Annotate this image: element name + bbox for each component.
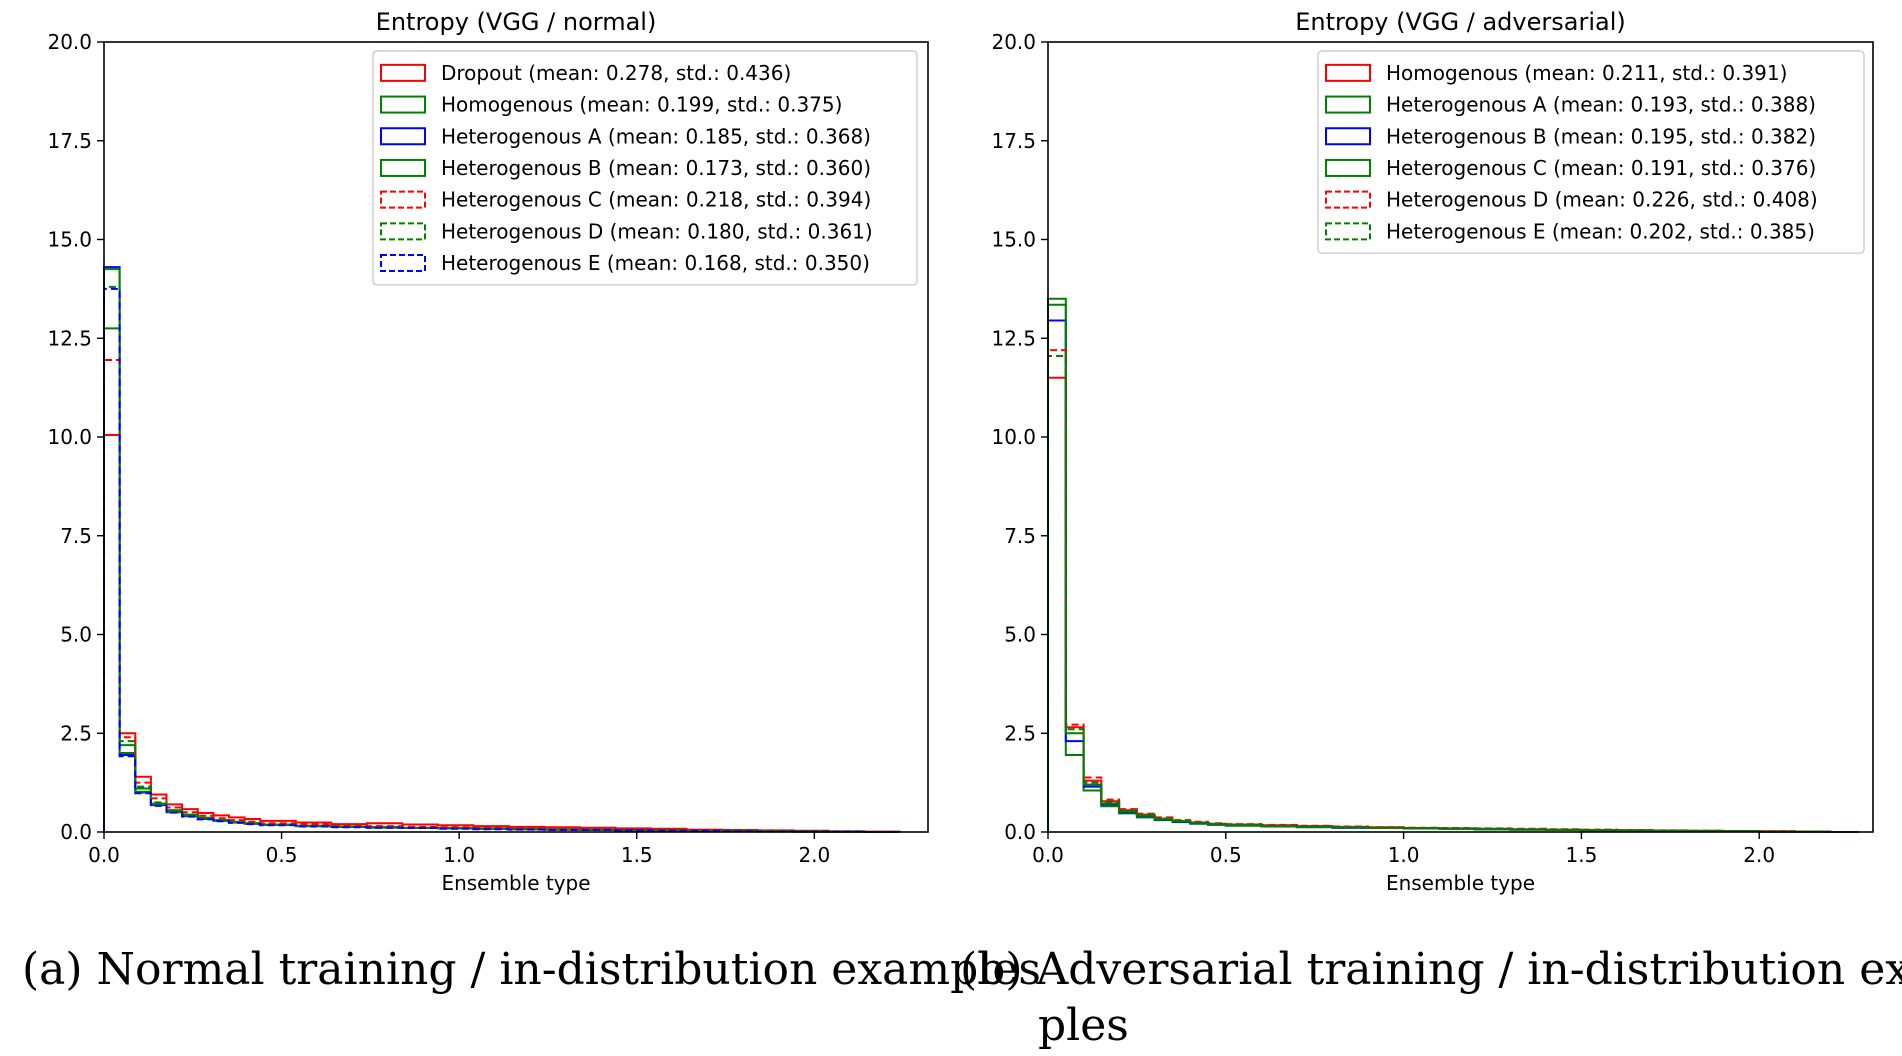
caption-a: (a) Normal training / in-distribution ex… bbox=[22, 944, 1041, 995]
legend-label: Heterogenous B (mean: 0.195, std.: 0.382… bbox=[1386, 124, 1816, 148]
legend-swatch bbox=[380, 254, 426, 273]
y-tick-label: 5.0 bbox=[60, 623, 92, 647]
x-tick-label: 0.0 bbox=[88, 843, 120, 867]
legend-box bbox=[1317, 50, 1865, 254]
y-tick-label: 15.0 bbox=[991, 228, 1036, 252]
legend-label: Homogenous (mean: 0.199, std.: 0.375) bbox=[441, 93, 842, 117]
y-tick-label: 17.5 bbox=[991, 129, 1036, 153]
legend-swatch bbox=[1325, 222, 1371, 241]
legend-swatch bbox=[380, 190, 426, 209]
y-tick-label: 15.0 bbox=[47, 228, 92, 252]
x-tick-label: 0.5 bbox=[1210, 843, 1242, 867]
legend-label: Heterogenous D (mean: 0.226, std.: 0.408… bbox=[1386, 188, 1818, 212]
y-tick-label: 12.5 bbox=[991, 326, 1036, 350]
legend-swatch bbox=[1325, 63, 1371, 82]
series-line-5 bbox=[103, 359, 900, 833]
y-tick-label: 5.0 bbox=[1004, 623, 1036, 647]
legend-swatch bbox=[380, 158, 426, 177]
series-line-2 bbox=[103, 327, 900, 833]
y-tick-label: 7.5 bbox=[1004, 524, 1036, 548]
y-tick-label: 12.5 bbox=[47, 326, 92, 350]
x-tick-label: 1.5 bbox=[621, 843, 653, 867]
y-tick-label: 17.5 bbox=[47, 129, 92, 153]
legend-label: Heterogenous C (mean: 0.218, std.: 0.394… bbox=[441, 188, 871, 212]
y-tick-label: 7.5 bbox=[60, 524, 92, 548]
x-tick-label: 2.0 bbox=[1743, 843, 1775, 867]
legend: Homogenous (mean: 0.211, std.: 0.391) Het… bbox=[1317, 50, 1865, 254]
series-line-3 bbox=[1047, 319, 1859, 833]
legend-label: Heterogenous A (mean: 0.185, std.: 0.368… bbox=[441, 124, 871, 148]
series-line-4 bbox=[1047, 303, 1859, 833]
y-tick-label: 20.0 bbox=[991, 30, 1036, 54]
series-line-3 bbox=[103, 266, 900, 833]
x-tick-label: 2.0 bbox=[798, 843, 830, 867]
caption-b-line1: (b) Adversarial training / in-distributi… bbox=[960, 944, 1902, 995]
series-line-4 bbox=[103, 268, 900, 833]
x-tick-label: 0.0 bbox=[1032, 843, 1064, 867]
legend-label: Heterogenous D (mean: 0.180, std.: 0.361… bbox=[441, 219, 873, 243]
series-line-1 bbox=[1047, 376, 1859, 833]
legend-swatch bbox=[380, 63, 426, 82]
chart-panel-1: Entropy (VGG / normal) 0.0 2.5 5.0 7.5 10.0 12… bbox=[47, 8, 929, 895]
legend-label: Dropout (mean: 0.278, std.: 0.436) bbox=[441, 61, 791, 85]
x-axis-label: Ensemble type bbox=[1386, 871, 1535, 895]
caption-b-line2: ples bbox=[1038, 1000, 1129, 1051]
chart-panel-2: Entropy (VGG / adversarial) 0.0 2.5 5.0 7.5 1… bbox=[991, 8, 1874, 895]
series-line-6 bbox=[103, 285, 900, 833]
legend-label: Homogenous (mean: 0.211, std.: 0.391) bbox=[1386, 61, 1787, 85]
legend-swatch bbox=[1325, 95, 1371, 114]
series-line-7 bbox=[103, 287, 900, 833]
y-tick-label: 0.0 bbox=[60, 820, 92, 844]
y-tick-label: 2.5 bbox=[60, 721, 92, 745]
legend-swatch bbox=[1325, 127, 1371, 146]
figure: Entropy (VGG / normal) 0.0 2.5 5.0 7.5 10.0 12… bbox=[47, 8, 1874, 895]
series-line-1 bbox=[103, 434, 901, 833]
x-axis-label: Ensemble type bbox=[441, 871, 590, 895]
chart-title: Entropy (VGG / adversarial) bbox=[1295, 8, 1625, 36]
series-line-5 bbox=[1047, 349, 1859, 833]
series-line-2 bbox=[1047, 297, 1859, 833]
legend-swatch bbox=[380, 95, 426, 114]
chart-title: Entropy (VGG / normal) bbox=[376, 8, 657, 36]
y-tick-label: 2.5 bbox=[1004, 721, 1036, 745]
caption-b: (b) Adversarial training / in-distributi… bbox=[960, 942, 1902, 1054]
legend-swatch bbox=[1325, 190, 1371, 209]
legend: Dropout (mean: 0.278, std.: 0.436) Homoge… bbox=[372, 50, 918, 286]
legend-swatch bbox=[1325, 158, 1371, 177]
y-tick-label: 10.0 bbox=[47, 425, 92, 449]
y-tick-label: 20.0 bbox=[47, 30, 92, 54]
x-tick-label: 1.5 bbox=[1565, 843, 1597, 867]
y-tick-label: 0.0 bbox=[1004, 820, 1036, 844]
x-tick-label: 1.0 bbox=[1388, 843, 1420, 867]
legend-label: Heterogenous E (mean: 0.202, std.: 0.385… bbox=[1386, 219, 1815, 243]
x-tick-label: 0.5 bbox=[266, 843, 298, 867]
legend-box bbox=[372, 50, 918, 286]
legend-label: Heterogenous E (mean: 0.168, std.: 0.350… bbox=[441, 251, 870, 275]
legend-swatch bbox=[380, 127, 426, 146]
legend-label: Heterogenous A (mean: 0.193, std.: 0.388… bbox=[1386, 93, 1816, 117]
y-tick-label: 10.0 bbox=[991, 425, 1036, 449]
legend-label: Heterogenous C (mean: 0.191, std.: 0.376… bbox=[1386, 156, 1816, 180]
legend-label: Heterogenous B (mean: 0.173, std.: 0.360… bbox=[441, 156, 871, 180]
series-line-6 bbox=[1047, 355, 1859, 833]
x-tick-label: 1.0 bbox=[443, 843, 475, 867]
legend-swatch bbox=[380, 222, 426, 241]
